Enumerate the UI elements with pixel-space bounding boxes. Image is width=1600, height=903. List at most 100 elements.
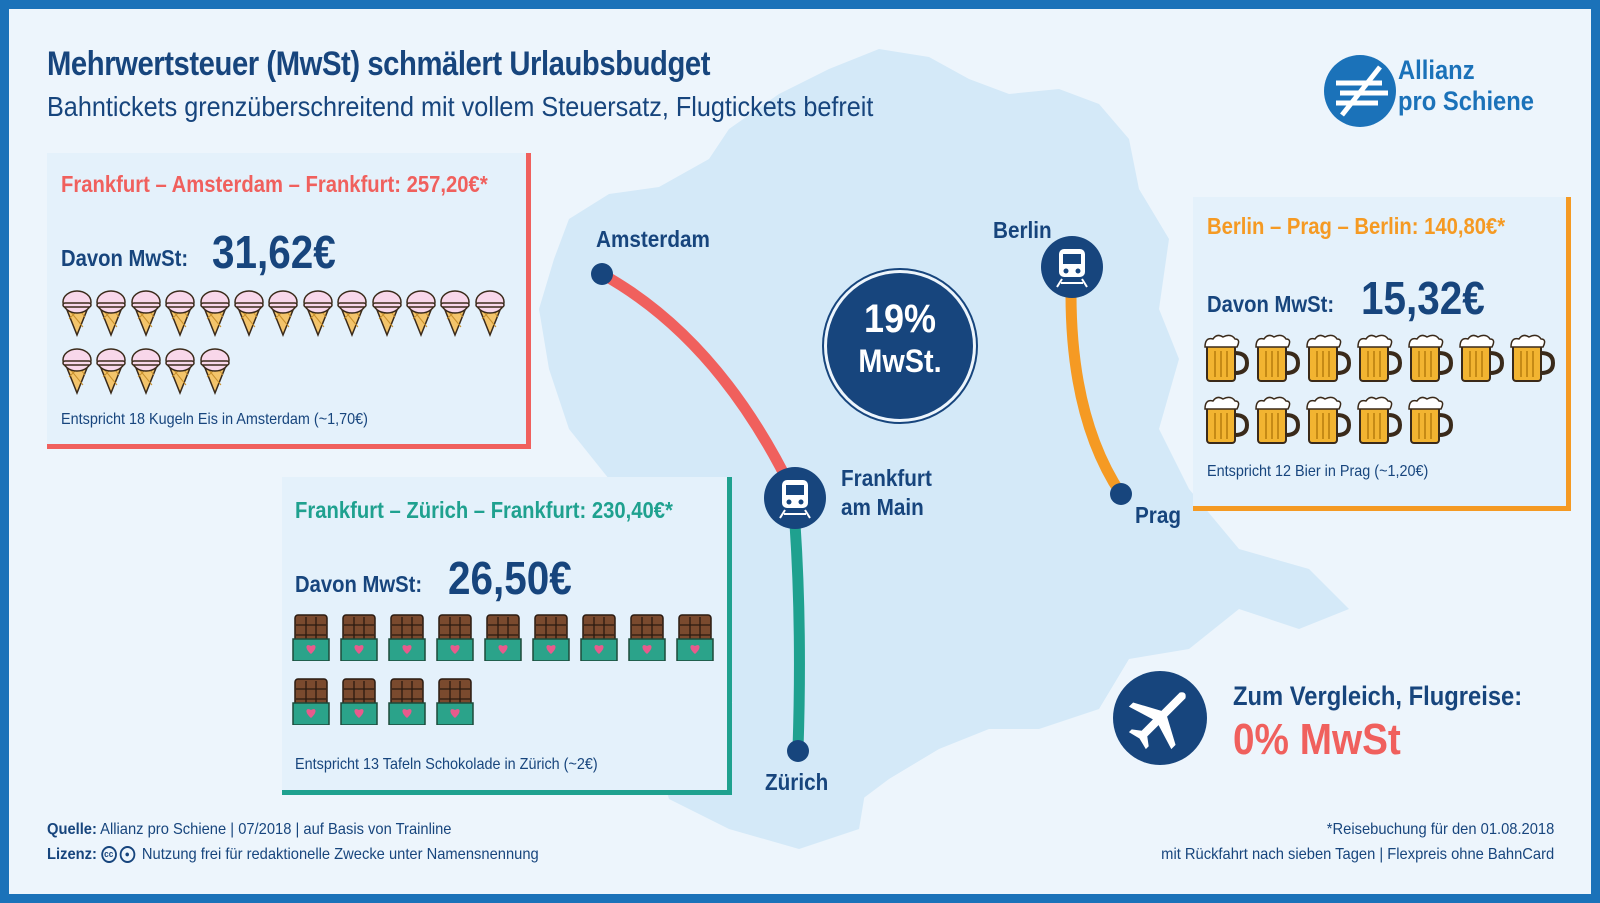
footer-license-label: Lizenz: [47, 846, 97, 863]
ice-cream-icon [96, 290, 127, 337]
dot-amsterdam [591, 263, 613, 285]
card-amsterdam-title: Frankfurt – Amsterdam – Frankfurt: 257,2… [61, 171, 488, 197]
chocolate-icons [292, 613, 722, 743]
vat-badge: 19% MwSt. [827, 273, 973, 419]
card-zurich-amount: 26,50€ [448, 552, 572, 604]
comparison-label: Zum Vergleich, Flugreise: [1233, 681, 1523, 711]
footer-source-text: Allianz pro Schiene | 07/2018 | auf Basi… [100, 821, 452, 838]
vat-badge-label: MwSt. [858, 343, 942, 379]
ice-cream-icon [371, 290, 402, 337]
chocolate-bar-icon [340, 614, 378, 661]
card-zurich: Frankfurt – Zürich – Frankfurt: 230,40€*… [282, 477, 732, 795]
chocolate-bar-icon [292, 678, 330, 725]
train-icon-berlin [1041, 236, 1103, 298]
allianz-logo-icon [1324, 55, 1396, 127]
ice-cream-icon [475, 290, 505, 337]
city-frankfurt-line2: am Main [841, 494, 924, 520]
ice-cream-icon [337, 290, 367, 337]
ice-cream-icon [62, 290, 92, 337]
chocolate-bar-icon [340, 678, 378, 725]
footer-note-1: *Reisebuchung für den 01.08.2018 [1326, 821, 1554, 838]
ice-cream-icon [131, 348, 161, 395]
logo-line2: pro Schiene [1398, 86, 1535, 116]
ice-cream-icon [440, 290, 471, 337]
chocolate-bar-icon [388, 614, 426, 661]
beer-mug-icon [1459, 334, 1504, 382]
chocolate-bar-icon [292, 614, 330, 661]
vat-badge-pct: 19% [863, 297, 937, 341]
chocolate-bar-icon [436, 678, 474, 725]
card-amsterdam-amount: 31,62€ [212, 226, 336, 278]
ice-cream-icon [406, 290, 436, 337]
route-zurich [789, 518, 805, 755]
beer-mug-icon [1357, 334, 1402, 382]
ice-cream-icon [131, 290, 161, 337]
chocolate-bar-icon [676, 614, 714, 661]
comparison-value: 0% MwSt [1233, 715, 1401, 764]
page-title: Mehrwertsteuer (MwSt) schmälert Urlaubsb… [47, 45, 711, 83]
card-zurich-note: Entspricht 13 Tafeln Schokolade in Züric… [295, 756, 598, 773]
ice-cream-icon [303, 290, 333, 337]
ice-cream-icon [62, 348, 92, 395]
logo-text: Allianz pro Schiene [1398, 55, 1534, 117]
chocolate-bar-icon [484, 614, 522, 661]
footer-source: Quelle: Allianz pro Schiene | 07/2018 | … [47, 821, 451, 839]
beer-mug-icon [1204, 334, 1249, 382]
footer-source-label: Quelle: [47, 821, 97, 838]
card-amsterdam-note: Entspricht 18 Kugeln Eis in Amsterdam (~… [61, 411, 368, 428]
ice-cream-icon [165, 290, 195, 337]
beer-mug-icon [1408, 396, 1453, 444]
beer-mug-icon [1408, 334, 1453, 382]
card-prag-davon: Davon MwSt: [1207, 291, 1335, 317]
beer-mug-icon [1204, 396, 1249, 444]
footer-license: Lizenz: cc ● Nutzung frei für redaktionel… [47, 846, 539, 864]
city-frankfurt-line1: Frankfurt [841, 465, 932, 491]
ice-cream-icon [96, 348, 127, 395]
chocolate-bar-icon [580, 614, 618, 661]
train-icon-frankfurt [764, 467, 826, 529]
map-shape [539, 49, 1349, 809]
card-amsterdam-davon: Davon MwSt: [61, 245, 189, 271]
page-subtitle: Bahntickets grenzüberschreitend mit voll… [47, 91, 874, 122]
by-icon: ● [119, 846, 136, 864]
card-prag-amount: 15,32€ [1361, 272, 1485, 324]
beer-mug-icon [1255, 396, 1300, 444]
dot-prag [1110, 483, 1132, 505]
card-amsterdam: Frankfurt – Amsterdam – Frankfurt: 257,2… [47, 153, 531, 449]
cc-icon: cc [100, 846, 117, 864]
beer-mug-icon [1255, 334, 1300, 382]
ice-cream-icon [199, 290, 230, 337]
chocolate-bar-icon [388, 678, 426, 725]
ice-cream-icon [234, 290, 264, 337]
card-prag-title: Berlin – Prag – Berlin: 140,80€* [1207, 213, 1506, 239]
airplane-icon [1113, 671, 1207, 765]
chocolate-bar-icon [532, 614, 570, 661]
logo-line1: Allianz [1398, 55, 1475, 85]
city-frankfurt: Frankfurt am Main [841, 464, 932, 522]
chocolate-bar-icon [436, 614, 474, 661]
beer-mug-icon [1306, 396, 1351, 444]
city-berlin: Berlin [993, 217, 1052, 243]
city-amsterdam: Amsterdam [596, 226, 710, 252]
beer-mug-icon [1357, 396, 1402, 444]
footer-note-2: mit Rückfahrt nach sieben Tagen | Flexpr… [1160, 846, 1554, 863]
ice-cream-icons [61, 289, 521, 404]
beer-mug-icon [1306, 334, 1351, 382]
dot-zurich [787, 740, 809, 762]
footer-license-text: Nutzung frei für redaktionelle Zwecke un… [141, 846, 539, 863]
city-zurich: Zürich [765, 769, 829, 795]
beer-icons [1203, 333, 1563, 461]
ice-cream-icon [165, 348, 195, 395]
card-zurich-davon: Davon MwSt: [295, 571, 423, 597]
route-amsterdam [596, 268, 799, 498]
beer-mug-icon [1510, 334, 1555, 382]
card-prag-note: Entspricht 12 Bier in Prag (~1,20€) [1207, 463, 1429, 480]
card-prag: Berlin – Prag – Berlin: 140,80€* Davon M… [1193, 197, 1571, 511]
chocolate-bar-icon [628, 614, 666, 661]
card-zurich-title: Frankfurt – Zürich – Frankfurt: 230,40€* [295, 497, 673, 523]
ice-cream-icon [199, 348, 230, 395]
ice-cream-icon [268, 290, 299, 337]
city-prag: Prag [1135, 502, 1182, 528]
route-prag [1065, 288, 1127, 500]
